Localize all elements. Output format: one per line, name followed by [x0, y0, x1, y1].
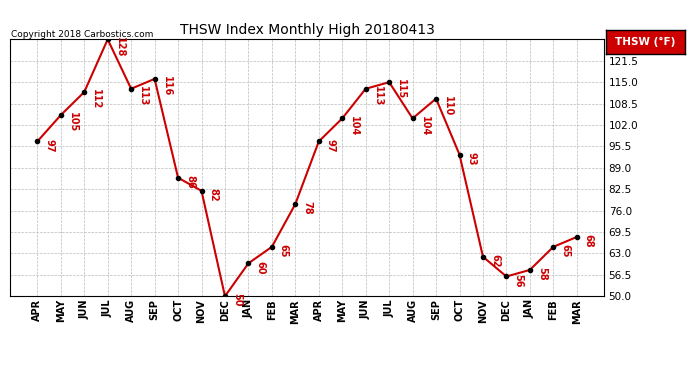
- Text: 97: 97: [326, 139, 336, 152]
- Text: 110: 110: [443, 96, 453, 116]
- Text: 104: 104: [349, 116, 359, 136]
- Text: 113: 113: [373, 86, 383, 106]
- Text: 60: 60: [255, 261, 266, 274]
- Text: 113: 113: [138, 86, 148, 106]
- Text: 78: 78: [302, 201, 313, 215]
- Text: 68: 68: [584, 234, 593, 248]
- Text: 65: 65: [279, 244, 289, 258]
- Title: THSW Index Monthly High 20180413: THSW Index Monthly High 20180413: [179, 23, 435, 37]
- Text: 105: 105: [68, 112, 78, 133]
- Text: Copyright 2018 Carbostics.com: Copyright 2018 Carbostics.com: [11, 30, 153, 39]
- Text: THSW (°F): THSW (°F): [615, 37, 676, 47]
- Text: 128: 128: [115, 37, 125, 57]
- Text: 116: 116: [161, 76, 172, 96]
- Text: 56: 56: [513, 274, 523, 287]
- Text: 86: 86: [185, 175, 195, 189]
- Text: 112: 112: [91, 89, 101, 110]
- Text: 65: 65: [560, 244, 570, 258]
- Text: 58: 58: [537, 267, 546, 281]
- Text: 82: 82: [208, 188, 219, 202]
- Text: 104: 104: [420, 116, 430, 136]
- Text: 62: 62: [490, 254, 500, 267]
- Text: 93: 93: [466, 152, 477, 165]
- Text: 50: 50: [232, 294, 242, 307]
- Text: 97: 97: [44, 139, 55, 152]
- Text: 115: 115: [396, 80, 406, 100]
